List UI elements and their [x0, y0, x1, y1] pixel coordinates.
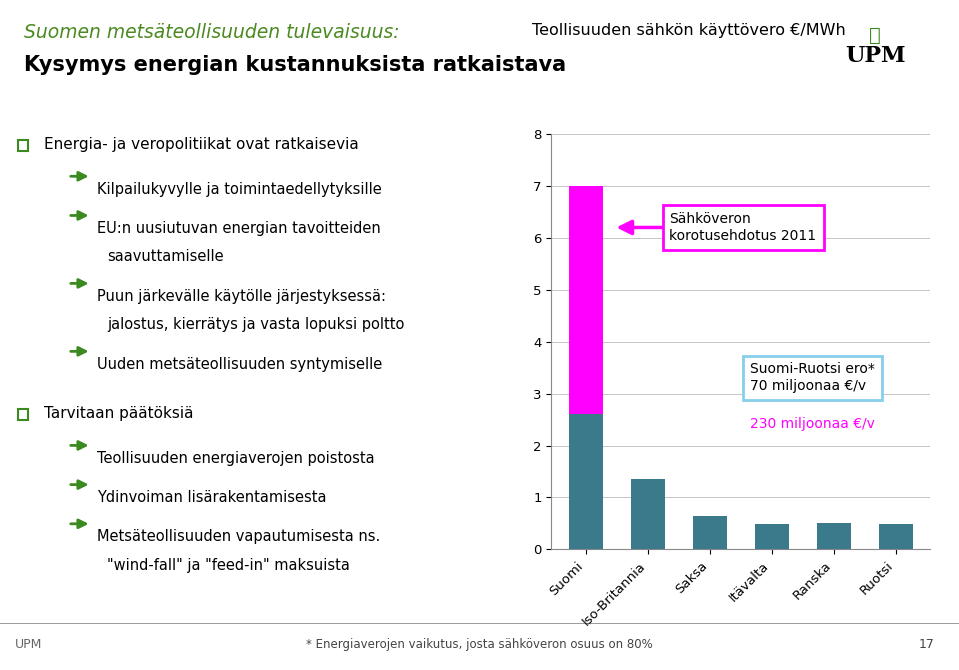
- Text: Suomen metsäteollisuuden tulevaisuus:: Suomen metsäteollisuuden tulevaisuus:: [24, 23, 400, 42]
- Bar: [817, 523, 851, 549]
- Text: Puun järkevälle käytölle järjestyksessä:: Puun järkevälle käytölle järjestyksessä:: [97, 289, 386, 304]
- Bar: [878, 525, 913, 549]
- Text: Teollisuuden sähkön käyttövero €/MWh: Teollisuuden sähkön käyttövero €/MWh: [532, 23, 846, 38]
- Text: Teollisuuden energiaverojen poistosta: Teollisuuden energiaverojen poistosta: [97, 451, 374, 466]
- Bar: [631, 479, 665, 549]
- Text: 17: 17: [919, 638, 935, 651]
- Text: 🦁: 🦁: [869, 26, 881, 45]
- Text: Uuden metsäteollisuuden syntymiselle: Uuden metsäteollisuuden syntymiselle: [97, 356, 382, 372]
- Text: Sähköveron
korotusehdotus 2011: Sähköveron korotusehdotus 2011: [669, 212, 817, 243]
- Text: Suomi-Ruotsi ero*
70 miljoonaa €/v: Suomi-Ruotsi ero* 70 miljoonaa €/v: [750, 362, 875, 393]
- FancyBboxPatch shape: [18, 139, 28, 151]
- Text: saavuttamiselle: saavuttamiselle: [107, 249, 223, 265]
- Text: UPM: UPM: [845, 45, 905, 67]
- Bar: [755, 525, 789, 549]
- Text: Energia- ja veropolitiikat ovat ratkaisevia: Energia- ja veropolitiikat ovat ratkaise…: [44, 137, 360, 152]
- Text: "wind-fall" ja "feed-in" maksuista: "wind-fall" ja "feed-in" maksuista: [107, 557, 350, 573]
- Text: UPM: UPM: [14, 638, 42, 651]
- Text: jalostus, kierrätys ja vasta lopuksi poltto: jalostus, kierrätys ja vasta lopuksi pol…: [107, 318, 405, 332]
- Text: Tarvitaan päätöksiä: Tarvitaan päätöksiä: [44, 406, 194, 421]
- Text: Ydinvoiman lisärakentamisesta: Ydinvoiman lisärakentamisesta: [97, 490, 326, 505]
- Text: Metsäteollisuuden vapautumisesta ns.: Metsäteollisuuden vapautumisesta ns.: [97, 529, 380, 544]
- Text: WE LEAD.
WE LEARN.: WE LEAD. WE LEARN.: [731, 40, 789, 61]
- Bar: [569, 414, 603, 549]
- Text: 230 miljoonaa €/v: 230 miljoonaa €/v: [750, 417, 875, 431]
- Text: EU:n uusiutuvan energian tavoitteiden: EU:n uusiutuvan energian tavoitteiden: [97, 220, 381, 236]
- FancyBboxPatch shape: [18, 409, 28, 420]
- Bar: [692, 516, 727, 549]
- Text: * Energiaverojen vaikutus, josta sähköveron osuus on 80%: * Energiaverojen vaikutus, josta sähköve…: [306, 638, 653, 651]
- Bar: [569, 186, 603, 414]
- Text: Kilpailukyvylle ja toimintaedellytyksille: Kilpailukyvylle ja toimintaedellytyksill…: [97, 182, 382, 196]
- Text: Kysymys energian kustannuksista ratkaistava: Kysymys energian kustannuksista ratkaist…: [24, 55, 566, 75]
